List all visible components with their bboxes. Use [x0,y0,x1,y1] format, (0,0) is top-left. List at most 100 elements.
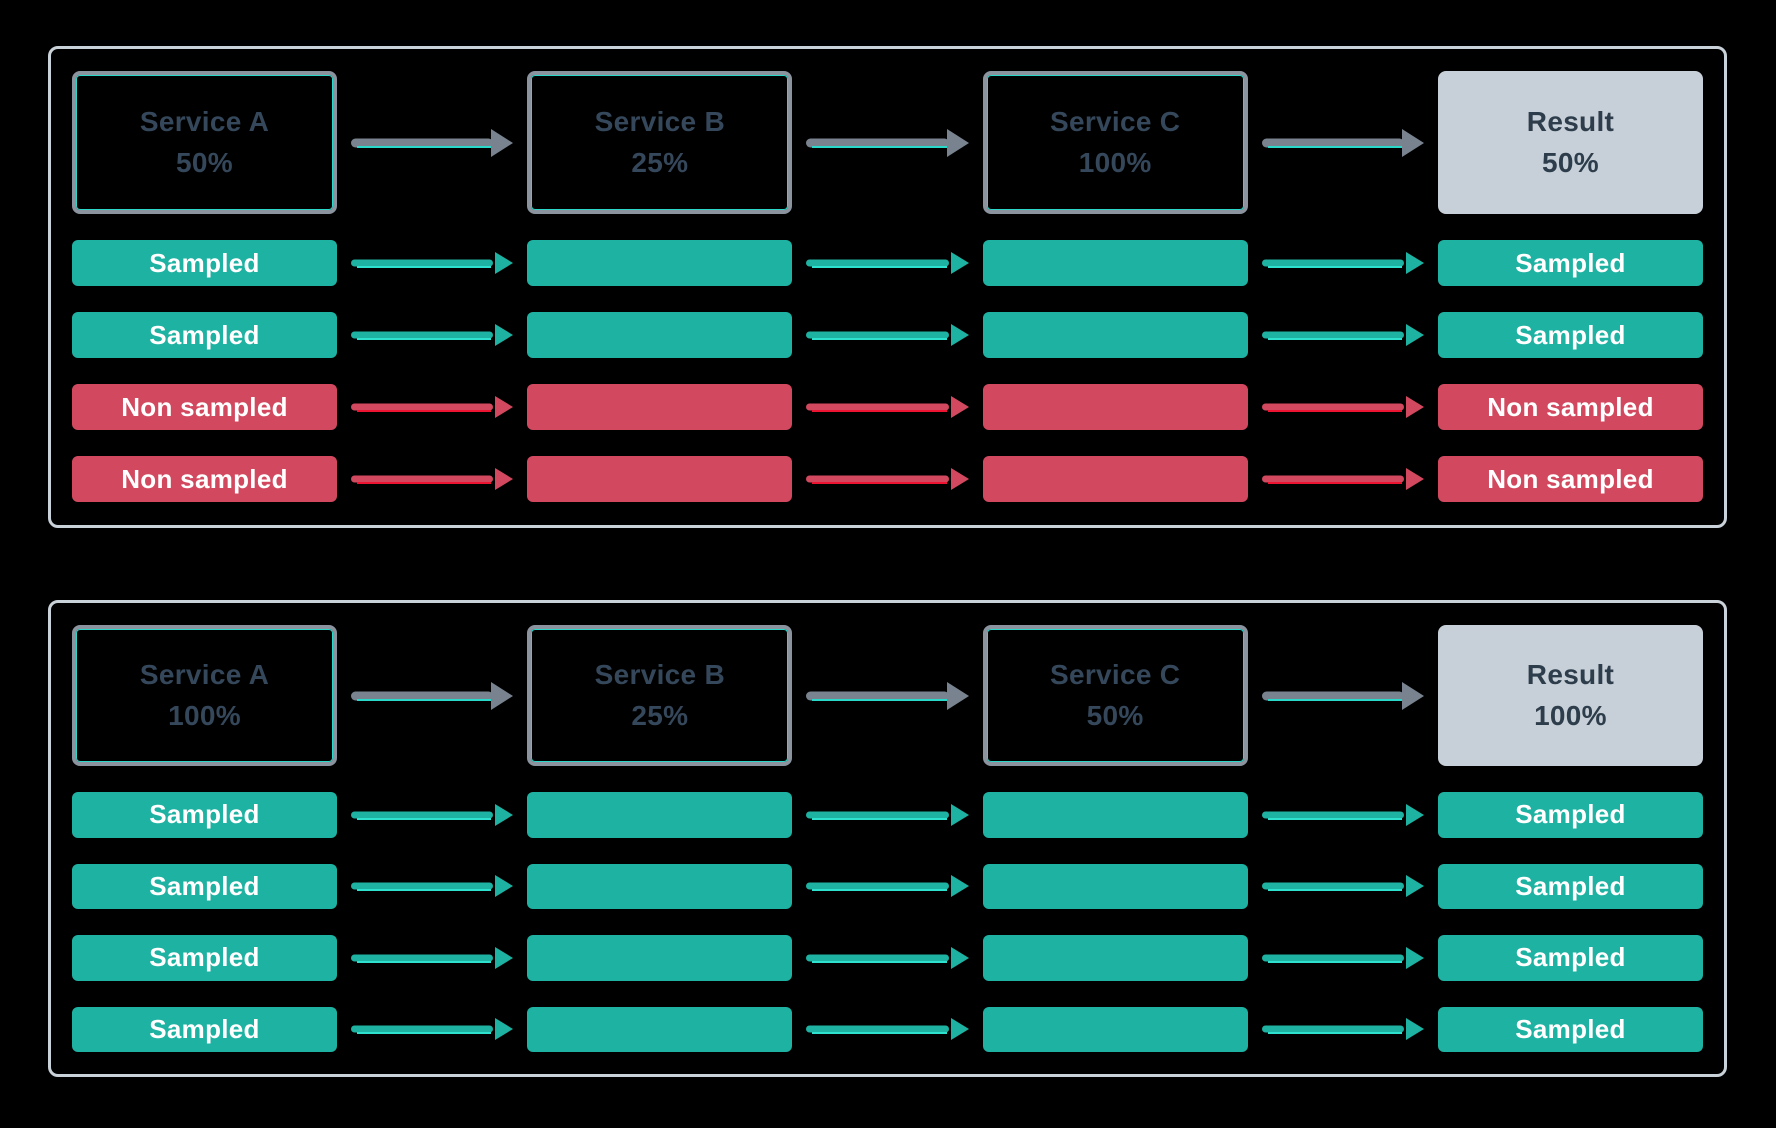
arrow-head [495,324,514,346]
flow-arrow-icon [351,1013,514,1045]
arrow-shaft [806,331,949,339]
arrow-shaft [806,403,949,411]
arrow-underline [1267,817,1402,820]
trace-bar [982,1006,1248,1052]
arrow-head [1405,946,1424,969]
trace-label: Non sampled [121,463,288,494]
result-name: Result [1526,106,1615,137]
arrow-cell [1248,312,1438,358]
service-a-box: Service A 100% [72,625,337,767]
result-name: Result [1526,659,1615,691]
trace-bar [527,863,793,910]
arrow-head [495,803,514,826]
arrow-head [950,396,969,418]
arrow-shaft [1261,475,1404,483]
flow-arrow-icon [351,247,514,279]
arrow-cell [337,456,527,502]
arrow-underline [1267,338,1402,340]
trace-label: Sampled [1515,870,1626,901]
services-row: Service A 50% Service B 25% [72,71,1703,214]
arrow-head [950,875,969,898]
arrow-head [950,803,969,826]
arrow-underline [357,338,492,340]
arrow-head [491,681,514,710]
service-b-box: Service B 25% [527,71,793,214]
flow-arrow-icon [1261,463,1424,495]
arrow-head [495,1018,514,1041]
arrow-underline [1267,698,1402,701]
arrow-head [950,946,969,969]
arrow-shaft [1261,331,1404,339]
trace-label: Non sampled [121,391,288,422]
arrow-cell [1248,71,1438,214]
trace-result-bar: Sampled [1437,1006,1703,1052]
arrow-shaft [1261,138,1404,147]
arrow-shaft [806,811,949,819]
trace-label: Non sampled [1487,463,1654,494]
flow-arrow-icon [351,942,514,974]
trace-bar [527,240,793,286]
flow-arrow-icon [806,942,969,974]
flow-arrow-icon [1261,870,1424,902]
trace-label: Sampled [1515,799,1626,830]
trace-label: Sampled [149,247,260,278]
trace-label: Sampled [149,870,260,901]
trace-label: Sampled [149,942,260,973]
arrow-shaft [1261,1025,1404,1033]
flow-arrow-icon [806,799,969,831]
trace-bar [982,384,1248,430]
service-a-box: Service A 50% [72,71,337,214]
arrow-underline [1267,410,1402,412]
trace-label: Sampled [149,319,260,350]
trace-label-bar: Sampled [72,312,337,358]
arrow-shaft [806,882,949,890]
trace-result-bar: Sampled [1437,935,1703,981]
arrow-shaft [351,259,494,267]
arrow-cell [792,384,982,430]
arrow-underline [1267,1032,1402,1035]
arrow-underline [357,698,492,701]
arrow-cell [792,71,982,214]
arrow-head [1401,128,1424,157]
arrow-shaft [1261,954,1404,962]
arrow-head [1405,324,1424,346]
trace-bar [982,456,1248,502]
service-rate: 100% [168,700,241,732]
arrow-head [1405,252,1424,274]
arrow-head [495,396,514,418]
flow-arrow-icon [1261,1013,1424,1045]
trace-label: Sampled [1515,319,1626,350]
trace-label-bar: Sampled [72,240,337,286]
trace-bar [527,456,793,502]
arrow-underline [357,1032,492,1035]
arrow-underline [1267,145,1402,148]
arrow-cell [792,1007,982,1052]
service-name: Service A [139,106,270,137]
trace-label-bar: Sampled [72,1006,337,1052]
trace-result-bar: Sampled [1437,312,1703,358]
arrow-shaft [351,138,494,147]
arrow-underline [812,338,947,340]
arrow-underline [812,1032,947,1035]
arrow-head [946,681,969,710]
arrow-cell [337,935,527,980]
arrow-cell [1248,935,1438,980]
flow-arrow-icon [806,391,969,423]
arrow-cell [792,935,982,980]
arrow-head [491,128,514,157]
flow-arrow-icon [806,1013,969,1045]
arrow-shaft [1261,882,1404,890]
trace-row: Non sampled [72,456,1703,502]
trace-bar [982,935,1248,981]
arrow-head [1401,681,1424,710]
flow-arrow-icon [351,391,514,423]
arrow-shaft [806,475,949,483]
arrow-underline [812,889,947,892]
trace-bar [527,312,793,358]
trace-result-bar: Sampled [1437,240,1703,286]
trace-label: Sampled [1515,247,1626,278]
arrow-cell [1248,456,1438,502]
trace-row: Sampled [72,863,1703,910]
flow-arrow-icon [806,870,969,902]
service-rate: 100% [1078,147,1152,178]
